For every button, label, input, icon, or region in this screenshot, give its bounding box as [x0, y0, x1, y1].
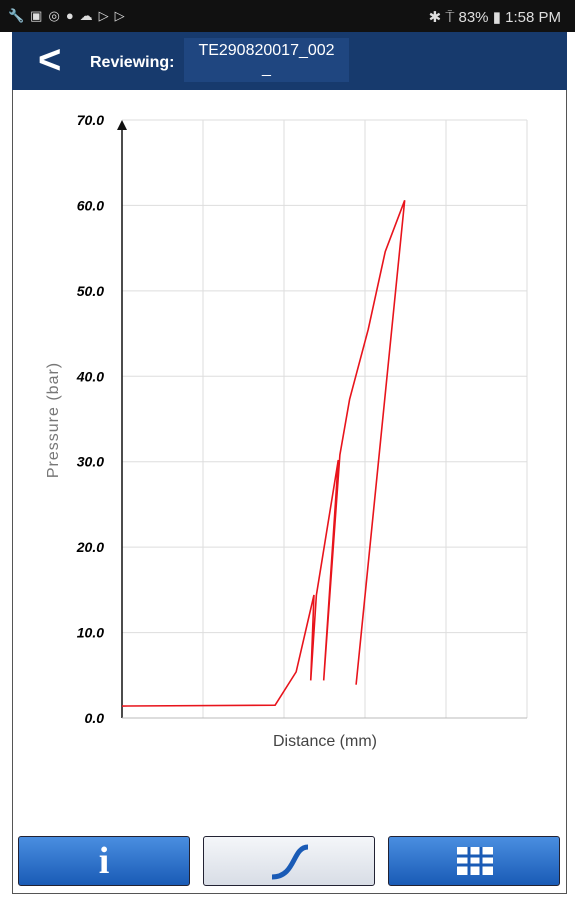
table-icon	[457, 847, 493, 875]
x-axis-label: Distance (mm)	[273, 733, 377, 750]
data-line	[121, 200, 406, 707]
y-tick-label: 40.0	[76, 368, 104, 384]
file-name-line: _	[262, 60, 271, 77]
y-tick-label: 20.0	[76, 539, 104, 555]
back-button[interactable]: <	[38, 38, 62, 82]
status-right: ✱ ⍑ 83% ▮ 1:58 PM	[428, 9, 561, 26]
y-tick-label: 60.0	[77, 197, 104, 213]
curve-icon	[271, 844, 309, 880]
reviewing-label: Reviewing:	[90, 54, 175, 71]
info-button[interactable]: i	[18, 836, 190, 886]
notification-icons: 🔧▣◎●☁▷▷	[8, 8, 131, 23]
y-tick-label: 10.0	[77, 625, 104, 641]
y-tick-label: 50.0	[77, 283, 104, 299]
header: < Reviewing: TE290820017_002 _	[12, 32, 567, 90]
y-tick-label: 70.0	[77, 112, 104, 128]
file-name: TE290820017_002 _	[184, 38, 349, 82]
clock: 1:58 PM	[505, 9, 561, 26]
battery: 83%	[458, 9, 489, 26]
file-name-line: TE290820017_002	[198, 42, 335, 59]
status-bar: 🔧▣◎●☁▷▷ ✱ ⍑ 83% ▮ 1:58 PM	[0, 0, 575, 32]
chart-button[interactable]	[203, 836, 375, 886]
table-button[interactable]	[388, 836, 560, 886]
y-tick-label: 30.0	[77, 454, 104, 470]
content-frame	[12, 90, 567, 894]
y-axis-arrow	[117, 120, 127, 130]
y-tick-label: 0.0	[85, 710, 105, 726]
y-axis-label: Pressure (bar)	[45, 362, 62, 478]
